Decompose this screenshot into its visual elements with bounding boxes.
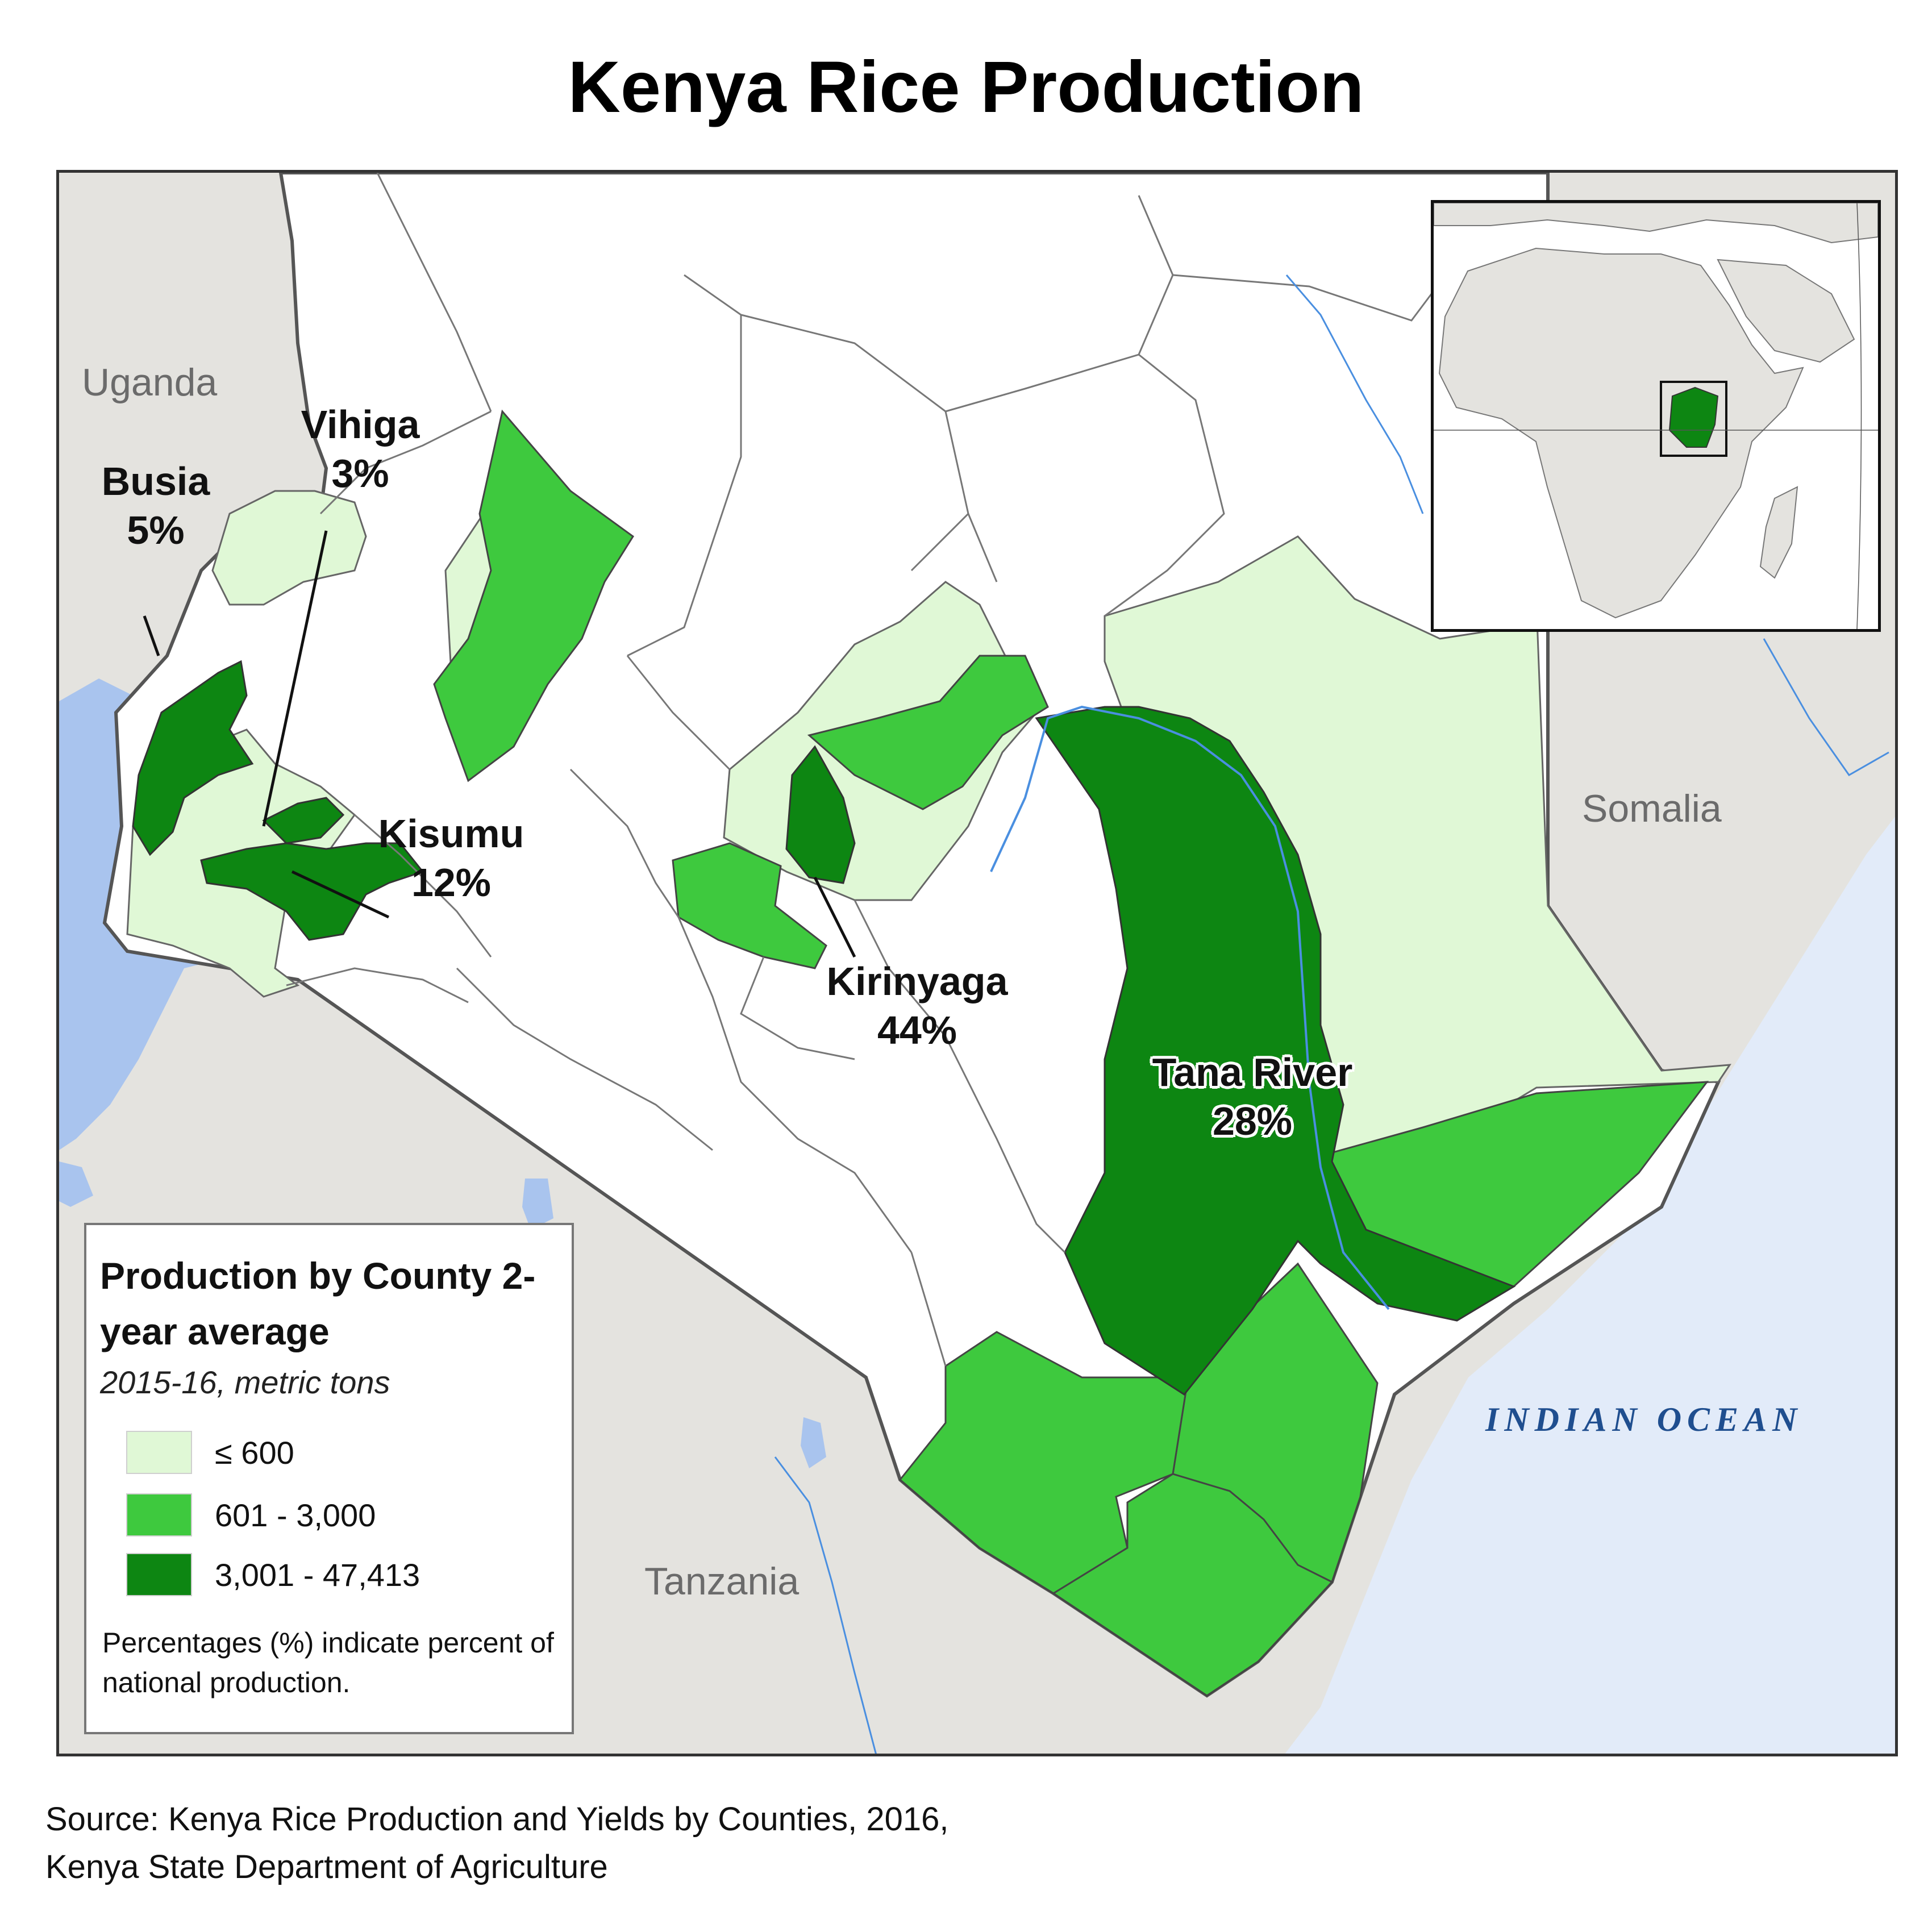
legend-item-low: ≤ 600 bbox=[126, 1430, 294, 1475]
indian-ocean bbox=[1285, 817, 1895, 1754]
county-tana-river-dark bbox=[1035, 706, 1516, 1396]
inset-europe bbox=[1434, 203, 1878, 244]
tana-river-line bbox=[990, 705, 1390, 1310]
river-east bbox=[1285, 274, 1424, 514]
inset-canvas bbox=[1434, 203, 1878, 629]
leader-lines bbox=[143, 530, 856, 958]
uganda-label: Uganda bbox=[82, 361, 218, 404]
tana-river-name: Tana River bbox=[1152, 1050, 1353, 1094]
legend-subtitle: 2015-16, metric tons bbox=[100, 1364, 390, 1400]
county-nyeri-medium bbox=[672, 842, 827, 969]
legend-swatch-medium bbox=[126, 1493, 192, 1537]
tana-river-share: 28% bbox=[1212, 1099, 1293, 1143]
inset-graticule bbox=[1856, 203, 1862, 629]
inset-madagascar bbox=[1759, 486, 1798, 579]
inset-kenya bbox=[1668, 386, 1719, 448]
legend-label-medium: 601 - 3,000 bbox=[215, 1497, 376, 1533]
map-title: Kenya Rice Production bbox=[568, 47, 1364, 128]
legend-note: Percentages (%) indicate percent of nati… bbox=[102, 1627, 554, 1698]
county-borders bbox=[286, 173, 1481, 1367]
kirinyaga-label: Kirinyaga 44% bbox=[798, 957, 1036, 1055]
county-kwale-medium bbox=[1052, 1473, 1334, 1697]
indian-ocean-label: INDIAN OCEAN bbox=[1485, 1401, 1803, 1438]
river-tanzania bbox=[774, 1456, 877, 1754]
county-kirinyaga-dark bbox=[785, 745, 856, 884]
tana-river-label: Tana River 28% bbox=[1127, 1048, 1377, 1146]
legend-item-high: 3,001 - 47,413 bbox=[126, 1552, 420, 1597]
busia-share: 5% bbox=[127, 508, 185, 552]
vihiga-label: Vihiga 3% bbox=[292, 400, 428, 498]
source-line-1: Source: Kenya Rice Production and Yields… bbox=[45, 1801, 949, 1838]
kirinyaga-share: 44% bbox=[877, 1008, 957, 1052]
inset-africa-map bbox=[1431, 200, 1881, 632]
county-kisumu-dark bbox=[200, 842, 424, 941]
tanzania-label: Tanzania bbox=[644, 1560, 800, 1603]
legend-title: Production by County 2-year average bbox=[100, 1255, 536, 1352]
legend-label-low: ≤ 600 bbox=[215, 1434, 294, 1471]
kisumu-share: 12% bbox=[411, 860, 492, 905]
main-map: Uganda Somalia Tanzania INDIAN OCEAN Bus… bbox=[56, 170, 1898, 1756]
lake-tanzania bbox=[801, 1417, 826, 1468]
inset-africa bbox=[1438, 247, 1804, 619]
legend: Production by County 2-year average 2015… bbox=[84, 1223, 574, 1734]
lake-small-south bbox=[522, 1179, 553, 1230]
source-credit: Source: Kenya Rice Production and Yields… bbox=[45, 1796, 949, 1891]
vihiga-share: 3% bbox=[331, 451, 389, 496]
somalia-label: Somalia bbox=[1582, 787, 1722, 830]
vihiga-name: Vihiga bbox=[301, 402, 420, 447]
kirinyaga-name: Kirinyaga bbox=[826, 959, 1008, 1004]
kisumu-label: Kisumu 12% bbox=[377, 809, 525, 907]
river-somalia bbox=[1763, 638, 1889, 776]
busia-label: Busia 5% bbox=[93, 457, 218, 555]
map-canvas bbox=[59, 173, 1895, 1754]
county-busia-dark bbox=[132, 660, 254, 856]
legend-label-high: 3,001 - 47,413 bbox=[215, 1556, 420, 1593]
county-nw-light bbox=[211, 490, 367, 606]
legend-swatch-high bbox=[126, 1553, 192, 1596]
kisumu-name: Kisumu bbox=[378, 811, 524, 856]
busia-name: Busia bbox=[101, 459, 210, 503]
legend-item-medium: 601 - 3,000 bbox=[126, 1492, 376, 1538]
lake-small-west bbox=[59, 1161, 93, 1207]
inset-locator-box bbox=[1660, 381, 1727, 457]
source-line-2: Kenya State Department of Agriculture bbox=[45, 1848, 608, 1885]
legend-swatch-low bbox=[126, 1431, 192, 1474]
county-meru-medium bbox=[807, 655, 1049, 810]
inset-arabia bbox=[1717, 259, 1855, 363]
county-samburu-medium bbox=[433, 409, 635, 782]
